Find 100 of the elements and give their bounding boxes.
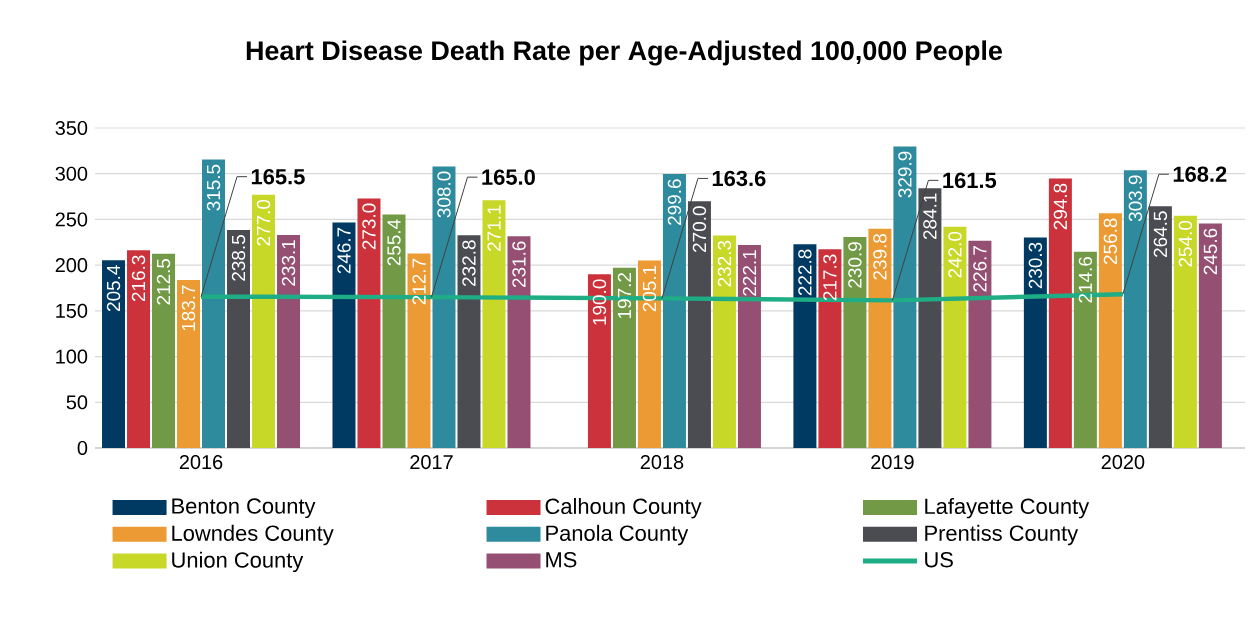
- data-label: 246.7: [337, 227, 351, 274]
- bar: [102, 260, 126, 448]
- data-label: 161.5: [943, 172, 997, 189]
- legend-label: Prentiss County: [925, 524, 1079, 546]
- bar: [843, 236, 867, 448]
- data-label: 315.5: [206, 164, 221, 211]
- bar: [432, 166, 456, 448]
- data-label: 231.6: [512, 241, 526, 288]
- bar: [737, 244, 761, 448]
- y-tick-label: 150: [56, 303, 88, 318]
- bar: [227, 229, 251, 448]
- data-label: 214.6: [1078, 257, 1093, 303]
- y-tick-label: 100: [56, 349, 88, 364]
- y-tick-label: 350: [55, 120, 88, 136]
- data-label: 242.0: [948, 231, 962, 278]
- data-label: 217.3: [823, 254, 837, 301]
- bar: [943, 226, 967, 448]
- bar: [252, 194, 276, 448]
- data-label: 245.6: [1203, 228, 1218, 275]
- data-label: 273.0: [362, 203, 376, 250]
- legend-label: Calhoun County: [545, 497, 702, 519]
- bar: [893, 146, 917, 448]
- x-tick-label: 2020: [1101, 455, 1145, 470]
- bar: [382, 214, 406, 448]
- data-label: 294.8: [1053, 183, 1068, 230]
- data-label: 183.7: [181, 285, 196, 331]
- legend-label: Lafayette County: [925, 498, 1090, 519]
- legend-label: MS: [546, 551, 577, 568]
- y-tick-label: 300: [55, 166, 88, 181]
- data-label: 205.4: [106, 265, 121, 312]
- bar: [482, 200, 506, 448]
- y-tick-label: 200: [55, 258, 88, 273]
- data-label: 238.5: [231, 235, 246, 281]
- bar: [587, 274, 611, 448]
- bar: [1023, 237, 1047, 448]
- bar: [868, 228, 892, 448]
- data-label: 284.1: [923, 193, 937, 240]
- data-label: 197.2: [617, 273, 632, 319]
- bar: [712, 235, 736, 448]
- data-label: 165.0: [482, 169, 535, 185]
- bar: [507, 236, 531, 448]
- data-label: 168.2: [1173, 166, 1227, 182]
- data-label: 256.8: [1103, 218, 1118, 265]
- bar: [1123, 170, 1147, 448]
- bar: [127, 250, 151, 448]
- bar: [277, 234, 301, 448]
- data-label: 216.3: [131, 255, 146, 302]
- bar: [662, 174, 686, 448]
- x-tick-label: 2016: [179, 455, 223, 470]
- bar: [793, 244, 817, 448]
- bar: [968, 240, 992, 448]
- data-label: 163.6: [712, 170, 766, 187]
- data-label: 205.1: [642, 265, 657, 312]
- bar: [177, 280, 201, 448]
- legend-label: Panola County: [546, 524, 689, 546]
- data-label: 190.0: [592, 279, 607, 325]
- y-tick-label: 50: [66, 395, 88, 410]
- bar: [818, 249, 842, 448]
- bar: [1098, 213, 1122, 448]
- bar: [202, 159, 226, 448]
- bar: [407, 253, 431, 448]
- data-label: 254.0: [1178, 220, 1193, 267]
- bar: [357, 198, 381, 448]
- bar: [1148, 206, 1172, 448]
- bar: [1173, 215, 1197, 448]
- data-label: 222.8: [798, 249, 812, 296]
- bar: [612, 267, 636, 448]
- data-label: 239.8: [873, 233, 887, 280]
- data-label: 226.7: [973, 246, 987, 292]
- data-label: 329.9: [898, 151, 912, 198]
- y-tick-label: 0: [77, 440, 88, 456]
- data-label: 264.5: [1153, 211, 1168, 257]
- data-label: 299.6: [667, 179, 682, 225]
- bar: [457, 235, 481, 448]
- data-label: 165.5: [251, 168, 305, 185]
- legend-label: Benton County: [172, 498, 316, 519]
- bar: [152, 253, 176, 448]
- bar: [687, 201, 711, 448]
- bar: [332, 222, 356, 448]
- data-label: 308.0: [437, 171, 451, 218]
- data-label: 230.9: [848, 242, 862, 288]
- x-tick-label: 2019: [871, 455, 914, 470]
- data-label: 277.0: [256, 199, 271, 246]
- bar: [1073, 251, 1097, 448]
- data-label: 270.0: [692, 206, 707, 252]
- data-label: 230.3: [1028, 242, 1043, 289]
- bar: [637, 260, 661, 448]
- data-label: 255.4: [387, 219, 401, 266]
- legend-label: Lowndes County: [172, 524, 334, 546]
- x-tick-label: 2018: [640, 455, 684, 470]
- data-label: 271.1: [487, 205, 501, 251]
- bar: [918, 188, 942, 448]
- legend-label: Union County: [172, 551, 304, 573]
- chart-title: Heart Disease Death Rate per Age-Adjusted 100,000 People: [246, 40, 1002, 66]
- bar: [1198, 223, 1222, 448]
- y-tick-label: 250: [55, 212, 88, 227]
- data-label: 212.5: [156, 258, 171, 305]
- data-label: 232.3: [717, 240, 732, 287]
- data-label: 232.8: [462, 240, 476, 286]
- x-tick-label: 2017: [410, 455, 453, 470]
